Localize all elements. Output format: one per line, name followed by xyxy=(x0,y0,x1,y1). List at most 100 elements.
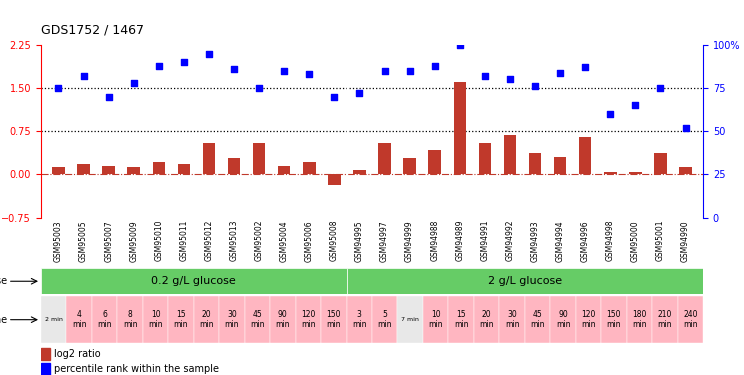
Point xyxy=(655,85,667,91)
Text: 2 g/L glucose: 2 g/L glucose xyxy=(488,276,562,286)
FancyBboxPatch shape xyxy=(245,296,270,343)
Text: 20
min: 20 min xyxy=(199,310,214,329)
Bar xyxy=(454,82,466,174)
Point xyxy=(679,125,691,131)
Point xyxy=(203,51,215,57)
Text: 5
min: 5 min xyxy=(377,310,392,329)
Text: 30
min: 30 min xyxy=(225,310,239,329)
Point xyxy=(153,63,164,69)
FancyBboxPatch shape xyxy=(449,296,474,343)
FancyBboxPatch shape xyxy=(219,296,245,343)
Text: percentile rank within the sample: percentile rank within the sample xyxy=(54,364,219,374)
FancyBboxPatch shape xyxy=(652,296,678,343)
Point xyxy=(529,83,541,89)
Point xyxy=(103,94,115,100)
Point xyxy=(128,80,140,86)
Text: GSM95007: GSM95007 xyxy=(104,220,113,262)
FancyBboxPatch shape xyxy=(295,296,321,343)
Text: 45
min: 45 min xyxy=(250,310,265,329)
Text: 240
min: 240 min xyxy=(683,310,698,329)
Text: GSM95000: GSM95000 xyxy=(631,220,640,262)
Text: 15
min: 15 min xyxy=(454,310,469,329)
Text: GDS1752 / 1467: GDS1752 / 1467 xyxy=(41,23,144,36)
FancyBboxPatch shape xyxy=(168,296,193,343)
Text: 210
min: 210 min xyxy=(658,310,672,329)
Bar xyxy=(353,170,366,174)
Text: GSM95011: GSM95011 xyxy=(179,220,188,261)
Text: 4
min: 4 min xyxy=(72,310,86,329)
Text: GSM94995: GSM94995 xyxy=(355,220,364,262)
Point xyxy=(479,73,491,79)
Bar xyxy=(604,171,617,174)
Text: 6
min: 6 min xyxy=(97,310,112,329)
Text: 3
min: 3 min xyxy=(352,310,367,329)
FancyBboxPatch shape xyxy=(143,296,168,343)
Text: 150
min: 150 min xyxy=(327,310,341,329)
Text: GSM95002: GSM95002 xyxy=(254,220,263,261)
FancyBboxPatch shape xyxy=(321,296,347,343)
Text: 90
min: 90 min xyxy=(556,310,570,329)
Text: time: time xyxy=(0,315,8,325)
FancyBboxPatch shape xyxy=(41,268,347,294)
Text: 150
min: 150 min xyxy=(606,310,621,329)
FancyBboxPatch shape xyxy=(92,296,118,343)
Point xyxy=(353,90,365,96)
Text: GSM94991: GSM94991 xyxy=(481,220,490,261)
Bar xyxy=(253,143,266,174)
FancyBboxPatch shape xyxy=(601,296,626,343)
FancyBboxPatch shape xyxy=(678,296,703,343)
Bar xyxy=(41,348,51,360)
Text: 120
min: 120 min xyxy=(581,310,596,329)
Text: GSM94992: GSM94992 xyxy=(505,220,514,261)
Text: 10
min: 10 min xyxy=(148,310,163,329)
Text: log2 ratio: log2 ratio xyxy=(54,349,100,359)
Bar xyxy=(52,168,65,174)
Bar xyxy=(202,143,215,174)
FancyBboxPatch shape xyxy=(41,296,66,343)
Text: 90
min: 90 min xyxy=(275,310,290,329)
Text: 180
min: 180 min xyxy=(632,310,647,329)
FancyBboxPatch shape xyxy=(372,296,397,343)
FancyBboxPatch shape xyxy=(576,296,601,343)
Text: GSM94988: GSM94988 xyxy=(430,220,439,261)
Text: GSM95012: GSM95012 xyxy=(205,220,214,261)
Bar xyxy=(278,166,290,174)
Bar xyxy=(654,153,667,174)
FancyBboxPatch shape xyxy=(270,296,295,343)
Bar xyxy=(127,168,140,174)
Text: 0.2 g/L glucose: 0.2 g/L glucose xyxy=(151,276,236,286)
Bar xyxy=(504,135,516,174)
Bar xyxy=(429,150,441,174)
FancyBboxPatch shape xyxy=(423,296,449,343)
Point xyxy=(379,68,391,74)
Bar xyxy=(228,158,240,174)
Bar xyxy=(41,363,51,375)
Text: GSM94998: GSM94998 xyxy=(606,220,615,261)
Point xyxy=(278,68,290,74)
Text: 10
min: 10 min xyxy=(429,310,443,329)
Point xyxy=(454,42,466,48)
Text: GSM95006: GSM95006 xyxy=(305,220,314,262)
FancyBboxPatch shape xyxy=(347,296,372,343)
Text: 45
min: 45 min xyxy=(530,310,545,329)
Bar xyxy=(178,164,190,174)
FancyBboxPatch shape xyxy=(66,296,92,343)
Text: GSM95003: GSM95003 xyxy=(54,220,63,262)
Text: GSM95010: GSM95010 xyxy=(154,220,163,261)
FancyBboxPatch shape xyxy=(474,296,499,343)
FancyBboxPatch shape xyxy=(626,296,652,343)
Bar xyxy=(679,168,692,174)
Point xyxy=(253,85,265,91)
Text: dose: dose xyxy=(0,276,8,286)
Text: GSM94997: GSM94997 xyxy=(380,220,389,262)
Point xyxy=(404,68,416,74)
Text: GSM94993: GSM94993 xyxy=(530,220,539,262)
Bar xyxy=(629,171,641,174)
Text: 120
min: 120 min xyxy=(301,310,315,329)
Point xyxy=(504,76,516,82)
Point xyxy=(77,73,89,79)
Point xyxy=(228,66,240,72)
Text: 30
min: 30 min xyxy=(505,310,519,329)
Point xyxy=(629,102,641,108)
Text: GSM95013: GSM95013 xyxy=(230,220,239,261)
